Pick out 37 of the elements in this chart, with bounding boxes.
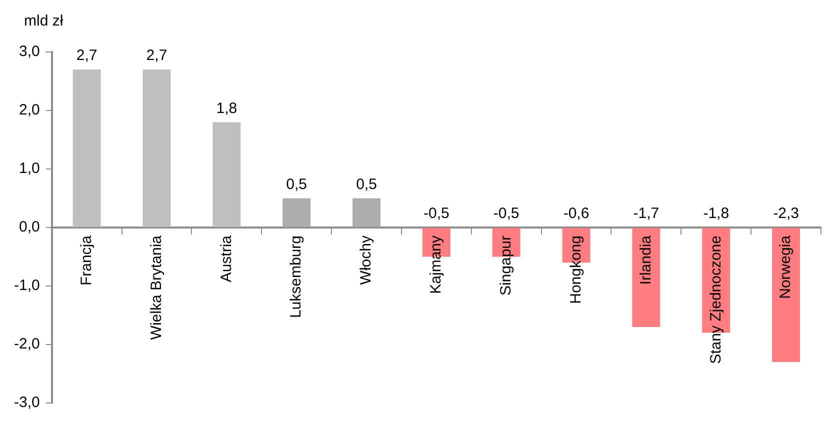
- y-tick-label: 1,0: [18, 160, 40, 178]
- x-tick-label: Kajmany: [428, 235, 445, 294]
- bar: [352, 198, 380, 227]
- data-label: 0,5: [286, 176, 308, 193]
- y-tick-label: -2,0: [14, 336, 40, 353]
- y-tick-label: -1,0: [14, 277, 40, 294]
- x-tick-label: Wielka Brytania: [148, 234, 165, 340]
- data-label: -0,6: [563, 205, 590, 222]
- x-tick-label: Francja: [78, 234, 95, 286]
- x-tick-label: Stany Zjednoczone: [707, 236, 724, 364]
- data-label: -1,7: [633, 205, 660, 222]
- x-tick-label: Norwegia: [777, 234, 794, 299]
- data-label: 1,8: [216, 100, 238, 117]
- x-tick-label: Austria: [218, 234, 235, 282]
- x-tick-label: Włochy: [358, 235, 375, 285]
- data-label: 2,7: [146, 47, 168, 64]
- y-tick-label: 2,0: [18, 102, 40, 119]
- y-axis-title: mld zł: [24, 12, 64, 30]
- y-tick-label: 0,0: [18, 218, 40, 236]
- y-tick-label: -3,0: [14, 394, 40, 412]
- x-tick-label: Hongkong: [567, 236, 584, 304]
- data-label: -2,3: [773, 205, 799, 222]
- data-label: 2,7: [76, 47, 98, 64]
- data-label: -1,8: [703, 205, 730, 222]
- data-label: 0,5: [356, 176, 377, 193]
- bar: [632, 228, 660, 327]
- x-tick-label: Singapur: [497, 236, 514, 296]
- x-tick-label: Luksemburg: [288, 236, 305, 318]
- bar: [772, 228, 800, 362]
- y-tick-label: 3,0: [18, 43, 40, 60]
- bar: [142, 70, 171, 227]
- bar: [212, 122, 241, 227]
- data-label: -0,5: [423, 205, 450, 222]
- x-tick-label: Irlandia: [637, 234, 654, 285]
- bar: [282, 198, 311, 227]
- bar: [72, 70, 101, 227]
- data-label: -0,5: [493, 205, 520, 222]
